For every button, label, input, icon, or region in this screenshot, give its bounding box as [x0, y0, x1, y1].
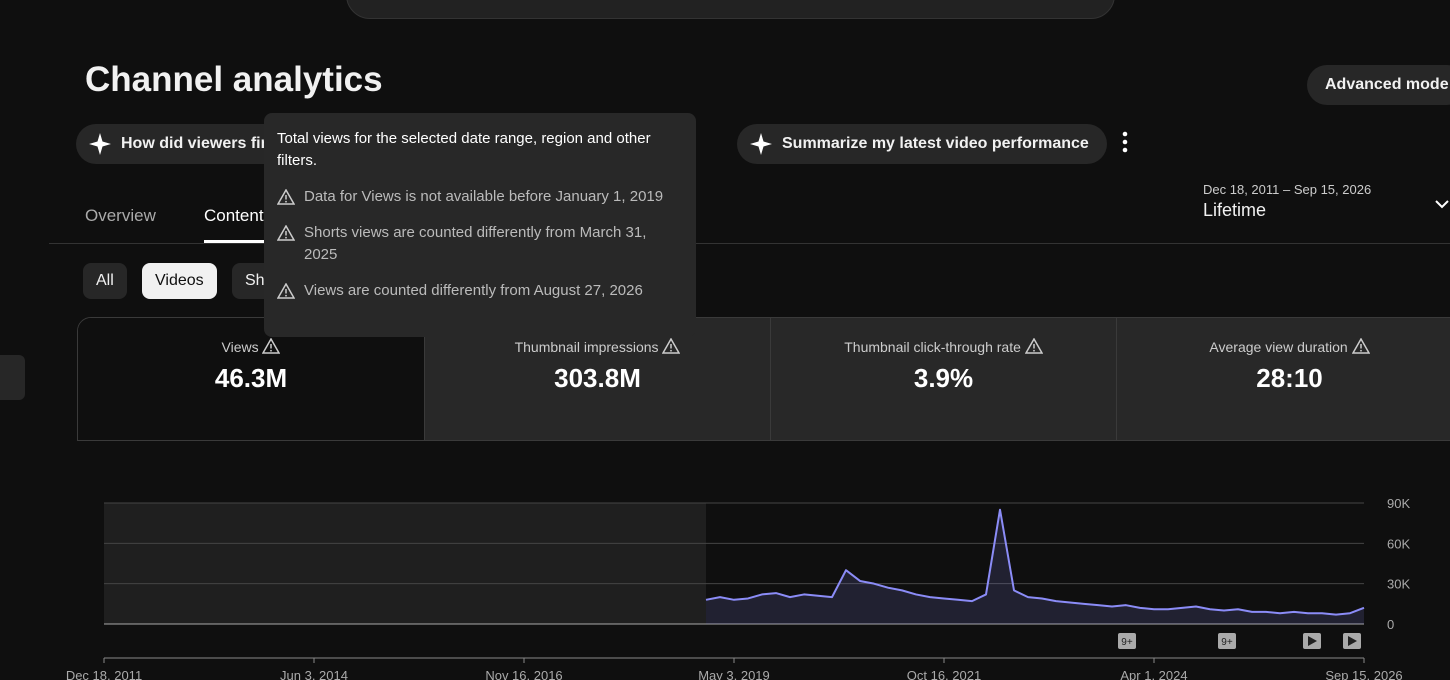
warning-icon: [277, 283, 295, 299]
play-icon: [1308, 636, 1317, 646]
x-tick-label: Apr 1, 2024: [1120, 668, 1187, 680]
y-tick-label: 0: [1387, 617, 1394, 632]
x-tick-label: May 3, 2019: [698, 668, 770, 680]
warning-text: Shorts views are counted differently fro…: [304, 224, 647, 263]
warning-text: Views are counted differently from Augus…: [304, 282, 643, 299]
tooltip-text: Total views for the selected date range,…: [277, 130, 651, 169]
line: [705, 508, 1365, 616]
metric-label-text: Views: [221, 339, 259, 355]
filter-pill[interactable]: Videos: [142, 263, 217, 299]
advanced-mode-button[interactable]: Advanced mode: [1307, 65, 1450, 105]
metric-label-text: Thumbnail click-through rate: [844, 339, 1021, 355]
date-label[interactable]: Lifetime: [1203, 200, 1267, 220]
warning-icon: [277, 189, 295, 205]
marker-label: 9+: [1121, 637, 1133, 648]
sparkle-icon: [750, 133, 772, 155]
tab[interactable]: Content: [204, 206, 264, 225]
metric-card[interactable]: Thumbnail click-through rate 3.9%: [770, 318, 1116, 440]
metric-cards: Views 46.3M Thumbnail impressions 303.8M T…: [77, 317, 1450, 441]
play-icon: [1348, 636, 1357, 646]
x-tick-label: Nov 16, 2016: [485, 668, 562, 680]
metric-label: Average view duration: [1117, 337, 1450, 357]
sparkle-icon: [89, 133, 111, 155]
y-tick-label: 60K: [1387, 536, 1410, 551]
metric-value: 3.9%: [913, 363, 974, 393]
warning-icon: [1024, 337, 1044, 354]
tab-indicator: [204, 240, 274, 243]
metric-value: 46.3M: [214, 363, 288, 393]
ai-chip[interactable]: Summarize my latest video performance: [737, 124, 1107, 164]
more-icon[interactable]: [1115, 130, 1135, 154]
metric-label: Views: [78, 337, 424, 357]
x-tick-label: Sep 15, 2026: [1325, 668, 1402, 680]
page-title: Channel analytics: [85, 60, 383, 99]
tooltip: Total views for the selected date range,…: [264, 113, 696, 337]
warning-icon: [1351, 337, 1370, 354]
side-button[interactable]: [0, 355, 25, 400]
x-tick-label: Oct 16, 2021: [907, 668, 981, 680]
metric-value: 303.8M: [554, 363, 641, 393]
tooltip-warning: Views are counted differently from Augus…: [277, 280, 683, 302]
unavailable-region: [104, 503, 706, 624]
metric-label: Thumbnail impressions: [425, 337, 770, 357]
warning-icon: [262, 337, 281, 354]
marker-badge: [1118, 633, 1136, 649]
warning-text: Data for Views is not available before J…: [304, 188, 664, 205]
y-tick-label: 30K: [1387, 577, 1410, 592]
warning-icon: [277, 225, 295, 241]
metric-card[interactable]: Average view duration 28:10: [1116, 318, 1450, 440]
metric-label: Thumbnail click-through rate: [771, 337, 1116, 357]
chevron-icon[interactable]: [1434, 196, 1450, 212]
y-tick-label: 90K: [1387, 496, 1410, 511]
tab[interactable]: Overview: [85, 206, 156, 225]
marker-badge: [1218, 633, 1236, 649]
metric-label-text: Average view duration: [1209, 339, 1348, 355]
metric-value: 28:10: [1256, 363, 1323, 393]
metric-label-text: Thumbnail impressions: [514, 339, 659, 355]
x-tick-label: Jun 3, 2014: [280, 668, 348, 680]
date-range[interactable]: Dec 18, 2011 – Sep 15, 2026: [1203, 182, 1372, 197]
tooltip-warning: Shorts views are counted differently fro…: [277, 222, 683, 266]
warning-icon: [662, 337, 681, 354]
area: [706, 509, 1364, 624]
filter-pill[interactable]: All: [83, 263, 127, 299]
marker-label: 9+: [1221, 637, 1233, 648]
tab-divider: [49, 243, 1450, 244]
chip-label: Summarize my latest video performance: [782, 135, 1089, 152]
metric-card[interactable]: Thumbnail impressions 303.8M: [424, 318, 770, 440]
metric-card[interactable]: Views 46.3M: [78, 318, 424, 440]
x-tick-label: Dec 18, 2011: [66, 668, 142, 680]
tooltip-warning: Data for Views is not available before J…: [277, 186, 683, 208]
